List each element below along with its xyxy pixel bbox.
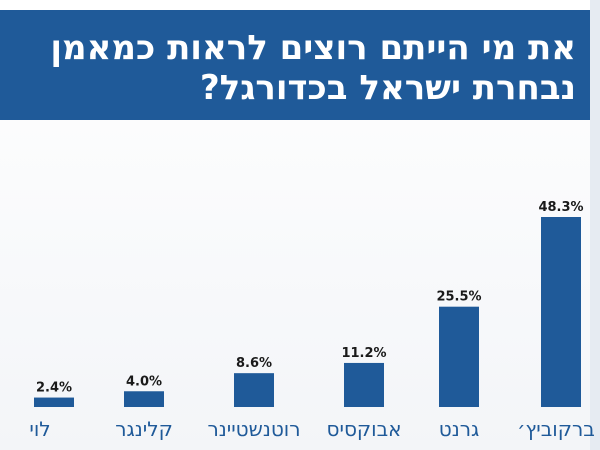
value-label-2: 11.2% <box>341 346 386 361</box>
value-label-3: 8.6% <box>236 356 272 371</box>
value-label-1: 25.5% <box>436 290 481 305</box>
bar-4 <box>124 391 164 407</box>
title-banner: את מי הייתם רוצים לראות כמאמן נבחרת ישרא… <box>0 10 590 120</box>
bar-0 <box>541 217 581 407</box>
bar-3 <box>234 373 274 407</box>
category-label-4: קלינגר <box>115 417 173 441</box>
value-label-4: 4.0% <box>126 374 162 389</box>
bar-5 <box>34 397 74 407</box>
category-label-2: אבוקסיס <box>327 417 402 441</box>
right-edge-strip <box>590 0 600 450</box>
chart-title-line-1: את מי הייתם רוצים לראות כמאמן <box>50 28 576 68</box>
bar-1 <box>439 306 479 407</box>
value-label-5: 2.4% <box>36 381 72 396</box>
bar-2 <box>344 362 384 407</box>
category-label-5: לוי <box>29 417 50 441</box>
category-label-3: רוטנשטיינר <box>207 417 300 441</box>
category-label-0: ברקוביץ׳ <box>517 417 595 441</box>
category-label-1: גרנט <box>439 417 480 441</box>
value-label-0: 48.3% <box>538 200 583 215</box>
chart-title-line-2: נבחרת ישראל בכדורגל? <box>199 68 576 108</box>
